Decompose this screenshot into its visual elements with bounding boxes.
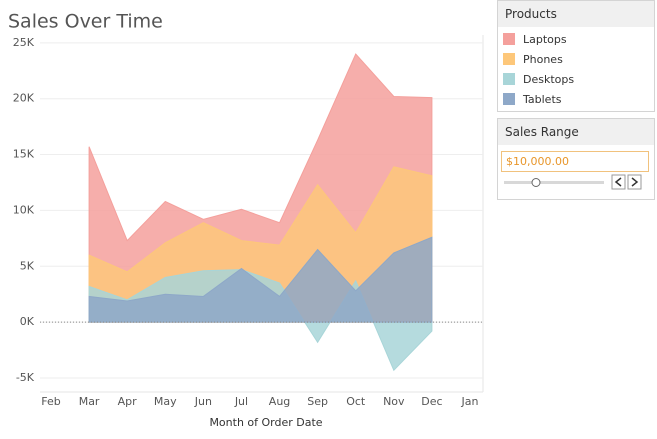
x-tick-label: Sep	[307, 395, 328, 408]
x-tick-label: Nov	[383, 395, 405, 408]
legend-swatch	[503, 93, 515, 105]
x-tick-label: Aug	[269, 395, 290, 408]
legend-label: Tablets	[523, 92, 562, 106]
legend-label: Phones	[523, 52, 563, 66]
x-tick-label: Jul	[234, 395, 248, 408]
legend-item[interactable]: Desktops	[498, 69, 654, 89]
legend-panel: Products Laptops Phones Desktops Tablets	[497, 0, 655, 112]
legend-label: Laptops	[523, 32, 567, 46]
legend-item[interactable]: Phones	[498, 49, 654, 69]
legend-swatch	[503, 33, 515, 45]
legend-label: Desktops	[523, 72, 575, 86]
x-tick-label: Oct	[346, 395, 366, 408]
y-tick-label: 25K	[13, 36, 35, 49]
prev-button[interactable]	[611, 174, 626, 190]
x-tick-label: Feb	[41, 395, 60, 408]
slider	[504, 174, 642, 190]
legend-swatch	[503, 53, 515, 65]
filter-title: Sales Range	[498, 119, 654, 145]
next-icon	[631, 177, 639, 187]
next-button[interactable]	[627, 174, 642, 190]
y-tick-label: 10K	[13, 203, 35, 216]
legend: Laptops Phones Desktops Tablets	[498, 27, 654, 109]
slider-thumb[interactable]	[531, 178, 541, 187]
legend-item[interactable]: Tablets	[498, 89, 654, 109]
prev-icon	[614, 177, 622, 187]
y-tick-label: 20K	[13, 92, 35, 105]
y-tick-label: 5K	[20, 259, 35, 272]
filter-panel: Sales Range $10,000.00	[497, 118, 655, 200]
area	[88, 236, 433, 323]
y-tick-label: 0K	[20, 315, 35, 328]
x-axis-title: Month of Order Date	[209, 416, 322, 429]
x-tick-label: May	[154, 395, 177, 408]
slider-track[interactable]	[504, 181, 604, 184]
range-input[interactable]: $10,000.00	[501, 151, 649, 172]
y-tick-label: 15K	[13, 148, 35, 161]
y-tick-label: -5K	[16, 371, 35, 384]
legend-swatch	[503, 73, 515, 85]
x-tick-label: Jan	[461, 395, 479, 408]
x-tick-label: Dec	[421, 395, 442, 408]
legend-item[interactable]: Laptops	[498, 29, 654, 49]
chart: Sales Over Time Month of Order Date -5K 0…	[8, 11, 484, 429]
x-tick-label: Mar	[79, 395, 100, 408]
legend-title: Products	[498, 1, 654, 27]
x-tick-label: Jun	[194, 395, 212, 408]
x-tick-label: Apr	[118, 395, 138, 408]
chart-title: Sales Over Time	[8, 11, 163, 33]
